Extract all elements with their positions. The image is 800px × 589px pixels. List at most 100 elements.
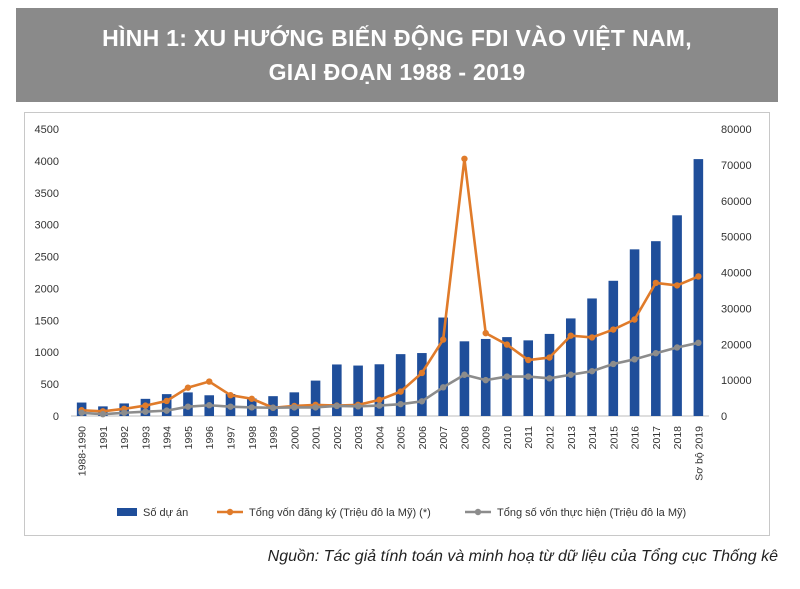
point-tong-von-thuc-hien [588,367,596,375]
y-right-tick-label: 10000 [721,375,752,387]
bar-so-du-an [161,394,172,416]
point-tong-von-dang-ky [610,326,617,333]
x-tick-label: 2009 [481,426,493,450]
point-tong-von-thuc-hien [120,409,128,416]
legend-marker [226,508,234,516]
y-left-tick-label: 2500 [35,252,59,264]
x-tick-label: 1988-1990 [77,426,89,476]
y-right-tick-label: 40000 [721,268,752,280]
point-tong-von-thuc-hien [461,371,468,378]
y-right-tick-label: 70000 [721,160,752,172]
x-tick-label: 2008 [459,426,471,450]
bar-so-du-an [353,365,363,416]
point-tong-von-thuc-hien [546,375,553,382]
point-tong-von-dang-ky [546,354,553,361]
point-tong-von-thuc-hien [503,373,511,380]
legend-label: Tổng số vốn thực hiện (Triệu đô la Mỹ) [497,507,686,519]
point-tong-von-thuc-hien [248,404,255,411]
x-tick-label: Sơ bộ 2019 [693,426,705,481]
x-tick-label: 2001 [311,426,323,450]
fdi-combo-chart: 0 500 1000 1500 2000 2500 3000 3500 4000 4500 0 100… [35,124,752,519]
bar-so-du-an [672,215,682,416]
y-left-tick-label: 4500 [35,124,59,136]
x-tick-label: 1996 [204,426,216,450]
legend-label: Số dự án [143,507,188,519]
x-tick-label: 2005 [396,426,408,450]
point-tong-von-dang-ky [695,273,702,280]
line-tong-von-thuc-hien [81,341,699,416]
bar-so-du-an [693,159,704,416]
x-tick-label: 2015 [608,426,620,450]
point-tong-von-dang-ky [503,341,511,348]
point-tong-von-dang-ky [184,384,192,391]
point-tong-von-thuc-hien [695,339,702,347]
point-tong-von-thuc-hien [673,344,681,351]
x-tick-label: 2003 [353,426,365,450]
point-tong-von-dang-ky [418,369,426,377]
bar-so-du-an [544,333,555,416]
point-tong-von-dang-ky [227,391,234,399]
point-tong-von-dang-ky [142,402,149,409]
point-tong-von-thuc-hien [525,373,532,380]
point-tong-von-thuc-hien [354,403,362,410]
x-tick-label: 2006 [417,426,429,450]
point-tong-von-dang-ky [206,378,213,385]
x-tick-label: 2010 [502,426,514,450]
bar-so-du-an [651,241,661,416]
y-left-tick-label: 1000 [35,347,59,359]
bar-so-du-an [438,317,448,416]
point-tong-von-thuc-hien [333,402,341,410]
point-tong-von-thuc-hien [439,384,447,391]
bar-so-du-an [395,354,406,416]
point-tong-von-thuc-hien [227,403,234,410]
y-left-tick-label: 500 [41,379,59,391]
x-tick-label: 1999 [268,426,280,450]
point-tong-von-thuc-hien [269,404,277,411]
y-left-tick-label: 4000 [35,156,59,168]
point-tong-von-thuc-hien [418,398,426,405]
x-tick-label: 1997 [226,426,238,450]
legend-marker [474,508,482,516]
bar-so-du-an [629,249,640,416]
point-tong-von-dang-ky [248,395,255,402]
bar-so-du-an [459,341,470,416]
y-left-tick-label: 3000 [35,220,59,232]
point-tong-von-thuc-hien [397,400,404,408]
bar-so-du-an [332,364,342,416]
y-right-tick-label: 30000 [721,303,752,315]
x-tick-label: 1998 [247,426,259,450]
line-tong-von-dang-ky [81,157,699,413]
x-tick-label: 2018 [672,426,684,450]
bar-so-du-an [417,353,427,416]
chart-frame: 0 500 1000 1500 2000 2500 3000 3500 4000 4500 0 100… [24,112,770,536]
y-right-tick-label: 50000 [721,232,752,244]
point-tong-von-thuc-hien [206,402,213,409]
y-right-tick-label: 20000 [721,339,752,351]
point-tong-von-thuc-hien [482,376,489,384]
y-right-tick-label: 0 [721,411,727,423]
point-tong-von-thuc-hien [291,404,298,411]
x-tick-label: 2002 [332,426,344,450]
x-tick-label: 2013 [566,426,578,450]
x-tick-label: 2014 [587,426,599,450]
y-left-tick-label: 3500 [35,188,59,200]
x-tick-label: 2000 [289,426,301,450]
bar-so-du-an [310,380,321,416]
point-tong-von-dang-ky [525,356,532,364]
point-tong-von-thuc-hien [78,409,85,416]
figure-title: HÌNH 1: XU HƯỚNG BIẾN ĐỘNG FDI VÀO VIỆT … [16,8,778,102]
point-tong-von-dang-ky [588,334,596,341]
point-tong-von-thuc-hien [163,407,170,414]
point-tong-von-thuc-hien [99,411,107,418]
x-tick-label: 1991 [98,426,110,450]
x-tick-label: 2007 [438,426,450,450]
bar-so-du-an [608,280,619,416]
legend-swatch-so-du-an [117,508,137,516]
point-tong-von-dang-ky [631,316,638,323]
point-tong-von-dang-ky [376,396,383,404]
bar-so-du-an [565,318,576,416]
x-tick-label: 2017 [651,426,663,450]
point-tong-von-dang-ky [673,282,681,289]
point-tong-von-thuc-hien [652,350,660,357]
figure-title-line-2: GIAI ĐOẠN 1988 - 2019 [268,59,526,85]
